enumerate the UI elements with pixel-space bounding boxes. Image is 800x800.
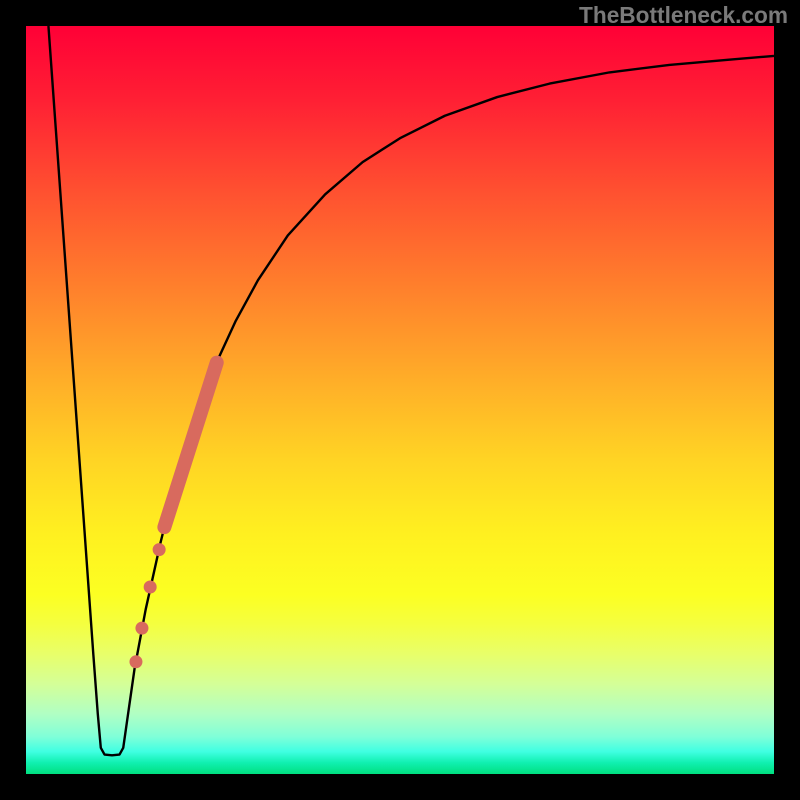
plot-area (26, 26, 774, 774)
highlight-dot (153, 543, 166, 556)
highlight-dot (135, 622, 148, 635)
chart-frame: TheBottleneck.com (0, 0, 800, 800)
plot-svg (26, 26, 774, 774)
highlight-dot (144, 581, 157, 594)
highlight-dot (129, 655, 142, 668)
watermark-text: TheBottleneck.com (579, 2, 788, 29)
